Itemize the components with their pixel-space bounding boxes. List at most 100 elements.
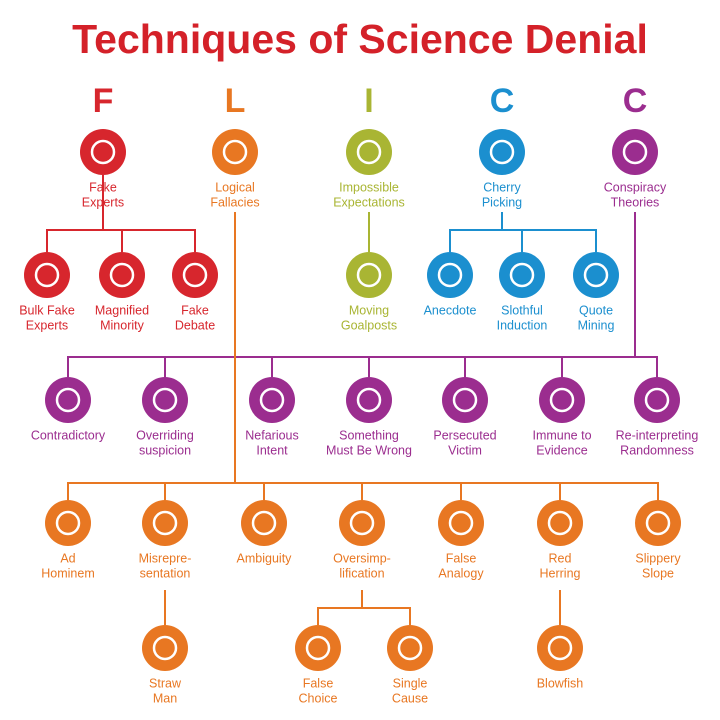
node-glyph bbox=[55, 387, 81, 413]
node-label: False bbox=[303, 676, 334, 690]
node-label: Victim bbox=[448, 443, 482, 457]
node-glyph bbox=[452, 387, 478, 413]
node-label: Persecuted bbox=[433, 428, 496, 442]
node-icon bbox=[346, 252, 392, 298]
node-label: Blowfish bbox=[537, 676, 584, 690]
node-label: Man bbox=[153, 691, 177, 705]
node-label: Slope bbox=[642, 566, 674, 580]
node-glyph bbox=[489, 139, 515, 165]
node-label: Minority bbox=[100, 318, 145, 332]
node-icon bbox=[24, 252, 70, 298]
connectors bbox=[46, 175, 659, 625]
node-label: Choice bbox=[299, 691, 338, 705]
node-glyph bbox=[34, 262, 60, 288]
node-label: suspicion bbox=[139, 443, 191, 457]
node-icon bbox=[142, 377, 188, 423]
node-label: Expectations bbox=[333, 195, 405, 209]
node-icon bbox=[539, 377, 585, 423]
node-label: Oversimp- bbox=[333, 551, 391, 565]
node-label: Theories bbox=[611, 195, 660, 209]
node-glyph bbox=[182, 262, 208, 288]
node-label: Quote bbox=[579, 303, 613, 317]
node-label: Herring bbox=[540, 566, 581, 580]
node-label: Overriding bbox=[136, 428, 194, 442]
node-glyph bbox=[109, 262, 135, 288]
node-label: Magnified bbox=[95, 303, 149, 317]
node-label: Bulk Fake bbox=[19, 303, 75, 317]
node-icon bbox=[612, 129, 658, 175]
node-icon bbox=[339, 500, 385, 546]
node-label: Logical bbox=[215, 180, 255, 194]
node-icon bbox=[387, 625, 433, 671]
node-label: Fake bbox=[89, 180, 117, 194]
column-letter: C bbox=[490, 82, 515, 120]
column-letter: L bbox=[225, 82, 246, 120]
node-label: Immune to bbox=[532, 428, 591, 442]
node-glyph bbox=[55, 510, 81, 536]
node-icon bbox=[346, 129, 392, 175]
node-label: Fallacies bbox=[210, 195, 259, 209]
node-icon bbox=[45, 500, 91, 546]
node-glyph bbox=[547, 510, 573, 536]
node-glyph bbox=[437, 262, 463, 288]
node-label: Misrepre- bbox=[139, 551, 192, 565]
node-icon bbox=[99, 252, 145, 298]
node-label: Re-interpreting bbox=[616, 428, 699, 442]
node-label: Something bbox=[339, 428, 399, 442]
node-glyph bbox=[397, 635, 423, 661]
node-icon bbox=[635, 500, 681, 546]
node-label: Moving bbox=[349, 303, 389, 317]
node-glyph bbox=[644, 387, 670, 413]
node-icon bbox=[241, 500, 287, 546]
node-glyph bbox=[645, 510, 671, 536]
node-label: Ambiguity bbox=[237, 551, 293, 565]
node-label: Conspiracy bbox=[604, 180, 667, 194]
node-label: Debate bbox=[175, 318, 215, 332]
node-label: Straw bbox=[149, 676, 182, 690]
node-label: Must Be Wrong bbox=[326, 443, 412, 457]
node-glyph bbox=[549, 387, 575, 413]
node-label: Cherry bbox=[483, 180, 521, 194]
node-icon bbox=[499, 252, 545, 298]
node-icon bbox=[537, 625, 583, 671]
node-icon bbox=[142, 625, 188, 671]
node-glyph bbox=[349, 510, 375, 536]
node-glyph bbox=[90, 139, 116, 165]
node-label: Mining bbox=[578, 318, 615, 332]
node-label: Analogy bbox=[438, 566, 484, 580]
node-label: Fake bbox=[181, 303, 209, 317]
title: Techniques of Science Denial bbox=[72, 16, 648, 62]
node-glyph bbox=[152, 510, 178, 536]
node-icon bbox=[479, 129, 525, 175]
node-glyph bbox=[356, 387, 382, 413]
node-icon bbox=[537, 500, 583, 546]
node-label: Intent bbox=[256, 443, 288, 457]
node-glyph bbox=[509, 262, 535, 288]
node-icon bbox=[442, 377, 488, 423]
node-glyph bbox=[222, 139, 248, 165]
node-label: Hominem bbox=[41, 566, 95, 580]
node-icon bbox=[346, 377, 392, 423]
node-label: Induction bbox=[497, 318, 548, 332]
node-label: Evidence bbox=[536, 443, 587, 457]
node-label: Impossible bbox=[339, 180, 399, 194]
node-icon bbox=[295, 625, 341, 671]
node-label: Randomness bbox=[620, 443, 694, 457]
node-label: Red bbox=[549, 551, 572, 565]
node-label: Nefarious bbox=[245, 428, 299, 442]
node-icon bbox=[573, 252, 619, 298]
column-letter: F bbox=[93, 82, 114, 120]
node-label: sentation bbox=[140, 566, 191, 580]
node-glyph bbox=[152, 635, 178, 661]
column-letter: I bbox=[364, 82, 373, 120]
node-icon bbox=[634, 377, 680, 423]
node-glyph bbox=[583, 262, 609, 288]
node-glyph bbox=[251, 510, 277, 536]
node-glyph bbox=[547, 635, 573, 661]
node-label: Slippery bbox=[635, 551, 681, 565]
node-label: Experts bbox=[26, 318, 68, 332]
node-glyph bbox=[356, 262, 382, 288]
node-label: Goalposts bbox=[341, 318, 397, 332]
node-glyph bbox=[448, 510, 474, 536]
